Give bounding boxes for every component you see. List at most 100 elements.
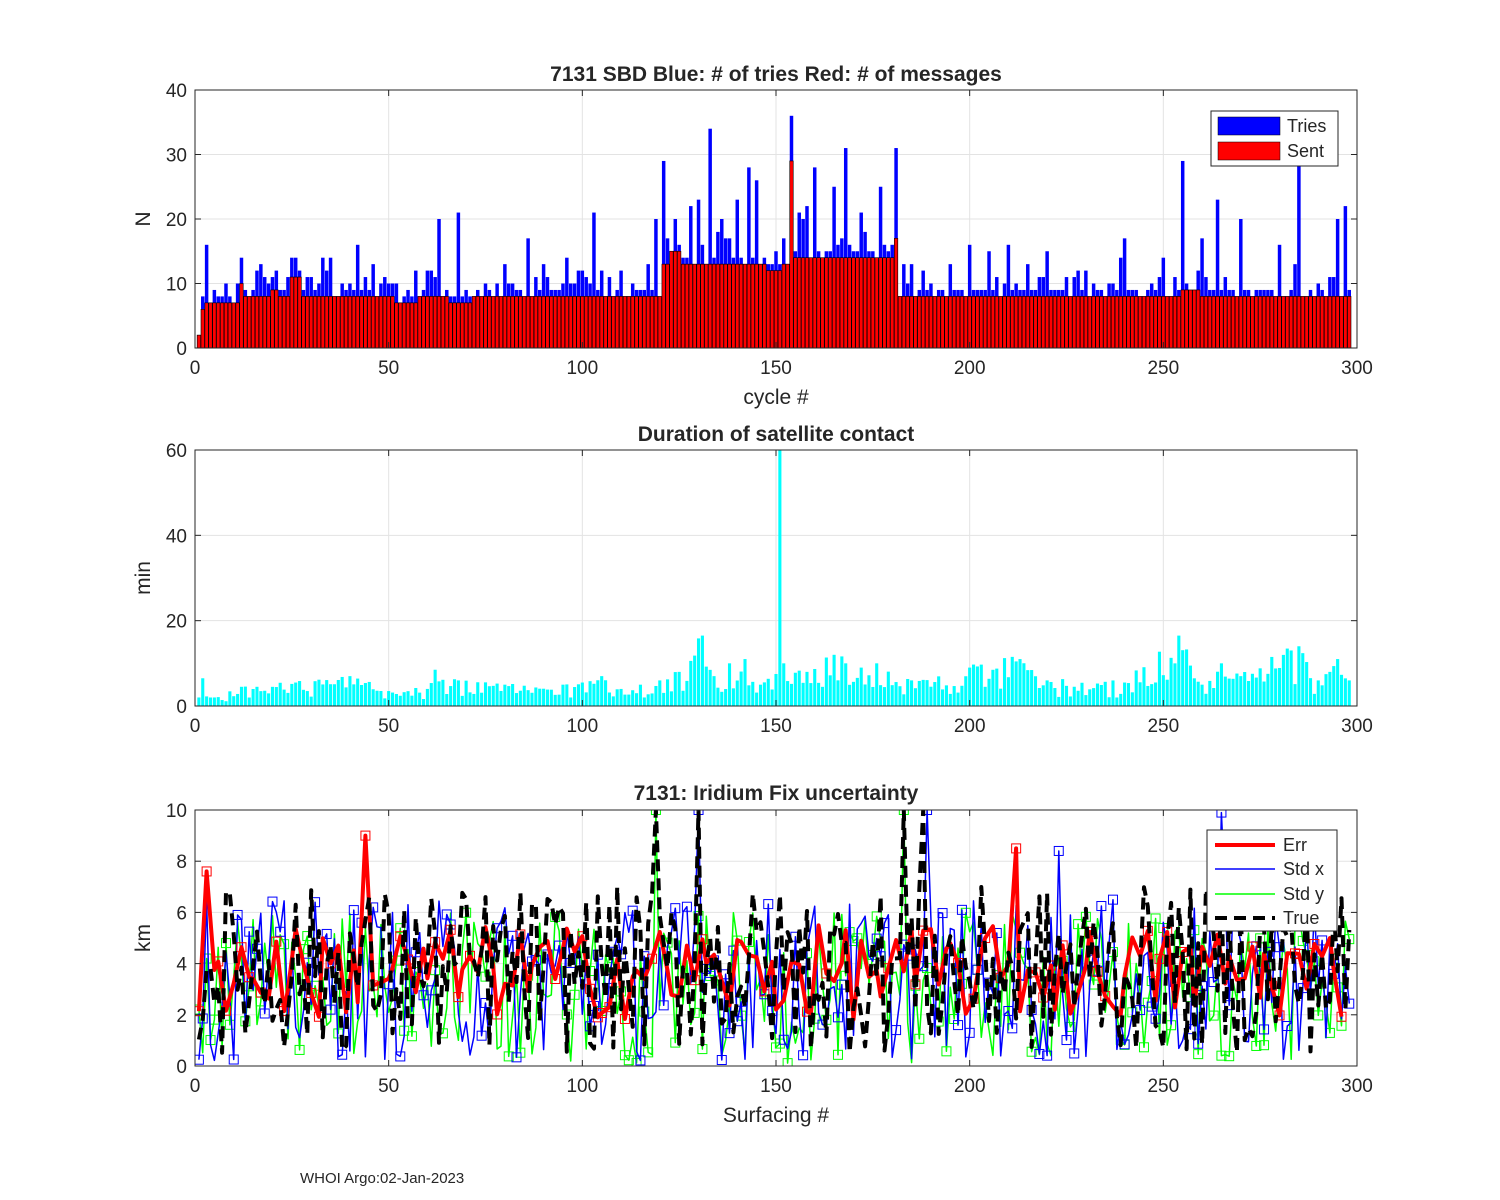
duration-bar <box>1095 683 1100 706</box>
y-tick-label: 30 <box>166 146 187 167</box>
sent-bar <box>680 263 686 349</box>
tries-bar <box>437 219 441 348</box>
duration-bar <box>971 664 976 706</box>
sent-bar <box>557 296 562 349</box>
sent-bar <box>669 250 674 349</box>
duration-bar <box>398 695 402 706</box>
duration-bar <box>1258 668 1262 706</box>
sent-bar <box>340 296 345 349</box>
duration-bar <box>1107 697 1111 706</box>
sent-bar <box>220 302 225 349</box>
sent-bar <box>1308 296 1313 349</box>
marker-std-x <box>635 1055 646 1066</box>
sent-bar <box>603 296 608 349</box>
duration-bar <box>673 672 677 706</box>
sent-bar <box>890 257 895 349</box>
duration-bar <box>270 686 275 706</box>
duration-bar <box>1068 696 1072 706</box>
sent-bar <box>1250 296 1255 349</box>
tries-bar <box>1335 219 1340 348</box>
duration-bar <box>979 664 983 706</box>
sent-bar <box>347 296 352 349</box>
sent-bar <box>1076 296 1081 349</box>
y-tick-label: 8 <box>176 852 187 873</box>
duration-bar <box>948 693 952 706</box>
marker-err <box>821 968 832 979</box>
sent-bar <box>944 296 949 349</box>
duration-bar <box>394 693 398 706</box>
sent-bar <box>855 257 860 349</box>
duration-bar <box>263 690 267 706</box>
sent-bar <box>619 296 624 349</box>
sent-bar <box>1231 296 1236 349</box>
duration-bar <box>1308 678 1313 706</box>
chart-title: Duration of satellite contact <box>638 423 915 446</box>
sent-bar <box>952 296 957 349</box>
marker-std-y <box>1138 1042 1149 1053</box>
tries-bar <box>747 167 751 348</box>
duration-bar <box>995 668 999 706</box>
duration-bar <box>685 680 689 706</box>
marker-err <box>271 936 282 947</box>
duration-bar <box>290 683 294 706</box>
marker-err <box>1011 843 1022 854</box>
sent-bar <box>1134 296 1139 349</box>
duration-bar <box>495 683 499 706</box>
duration-bar <box>545 689 550 706</box>
duration-bar <box>770 689 774 706</box>
duration-bar <box>654 685 658 706</box>
sent-bar <box>487 296 492 349</box>
sent-bar <box>591 296 596 349</box>
sent-bar <box>646 296 651 349</box>
duration-bar <box>1312 693 1316 706</box>
duration-bar <box>1146 685 1150 706</box>
duration-bar <box>1297 646 1301 706</box>
duration-bar <box>766 678 770 706</box>
duration-bar <box>1072 686 1076 706</box>
y-axis-label: N <box>132 211 155 226</box>
y-tick-label: 0 <box>176 1057 187 1078</box>
sent-bar <box>739 263 744 349</box>
duration-bar <box>1161 675 1165 706</box>
marker-std-x <box>1053 845 1064 856</box>
sent-bar <box>1292 296 1298 349</box>
y-tick-label: 0 <box>176 339 187 360</box>
tries-bar <box>843 148 848 348</box>
duration-bar <box>910 680 914 706</box>
y-tick-label: 10 <box>166 801 187 822</box>
duration-bar <box>1002 658 1007 706</box>
sent-bar <box>448 302 453 349</box>
duration-bar <box>1328 671 1332 706</box>
marker-std-x <box>1274 942 1285 953</box>
duration-bar <box>371 689 375 706</box>
duration-bar <box>255 686 259 706</box>
duration-bar <box>1274 668 1278 706</box>
duration-bar <box>859 667 863 706</box>
x-tick-label: 100 <box>566 716 598 737</box>
duration-bar <box>309 696 313 706</box>
sent-bar <box>1130 296 1135 349</box>
duration-bar <box>239 686 244 706</box>
sent-bar <box>839 257 844 349</box>
sent-bar <box>971 296 976 349</box>
duration-bar <box>294 682 298 706</box>
sent-bar <box>940 296 945 349</box>
duration-bar <box>646 694 650 706</box>
sent-bar <box>863 257 868 349</box>
duration-bar <box>414 687 418 706</box>
duration-bar <box>491 685 495 706</box>
duration-bar <box>476 682 480 706</box>
sent-bar <box>719 263 724 349</box>
marker-std-x <box>956 904 967 915</box>
sent-bar <box>1079 296 1085 349</box>
duration-bar <box>360 685 364 706</box>
ticks: 0 50 100 150 200 250 300 0 2 4 6 8 10 <box>166 801 1373 1097</box>
duration-bar <box>1045 680 1049 706</box>
sent-bar <box>1064 296 1069 349</box>
x-tick-label: 300 <box>1341 358 1373 379</box>
duration-bar <box>751 681 755 706</box>
sent-bar <box>917 296 922 349</box>
sent-bar <box>212 302 217 349</box>
marker-err <box>244 972 255 983</box>
sent-bar <box>1343 296 1348 349</box>
